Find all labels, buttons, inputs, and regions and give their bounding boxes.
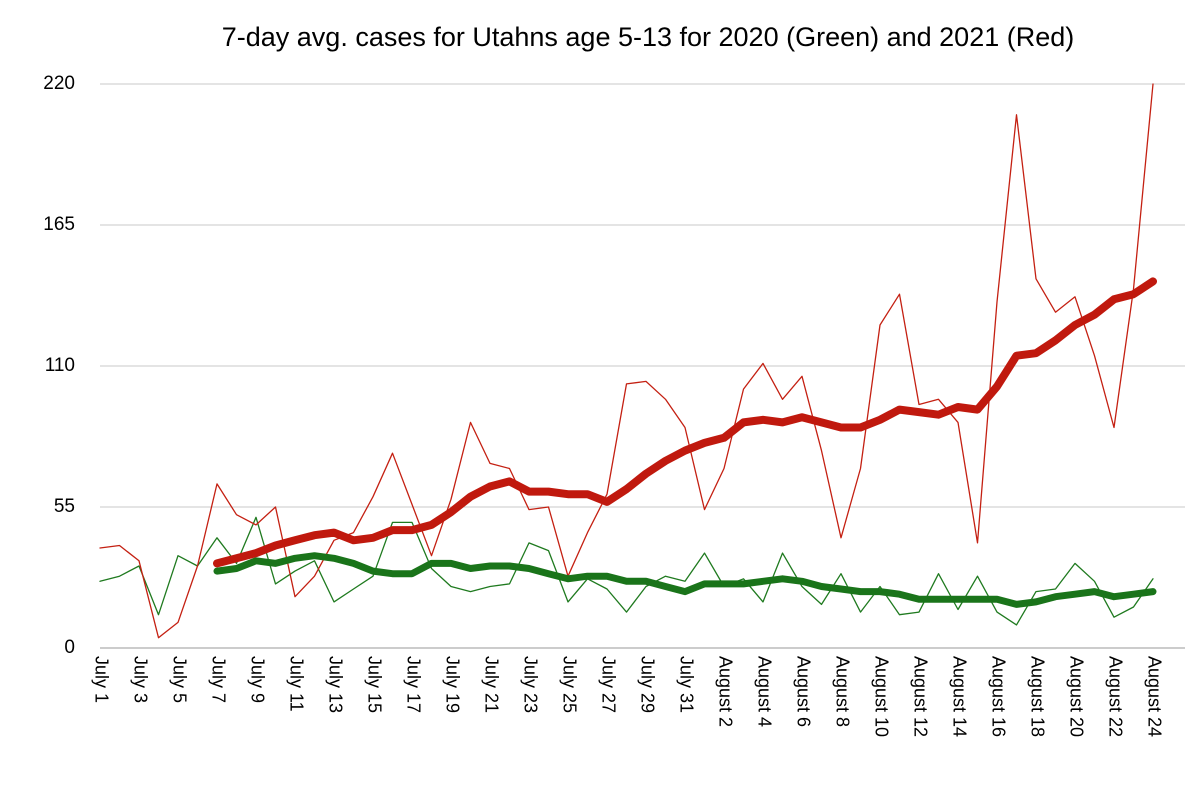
x-tick-label: July 29 — [637, 656, 657, 713]
x-tick-label: July 21 — [481, 656, 501, 713]
x-tick-label: August 20 — [1066, 656, 1086, 737]
y-tick-label: 55 — [54, 496, 75, 517]
x-tick-label: July 31 — [676, 656, 696, 713]
x-tick-label: August 4 — [754, 656, 774, 727]
x-tick-label: August 8 — [832, 656, 852, 727]
series-line — [213, 552, 1157, 608]
y-tick-label: 220 — [43, 73, 75, 94]
x-tick-label: July 23 — [520, 656, 540, 713]
y-tick-label: 110 — [45, 355, 75, 376]
x-tick-label: July 3 — [130, 656, 150, 703]
x-tick-label: July 11 — [286, 656, 306, 712]
x-tick-label: August 14 — [949, 656, 969, 737]
x-tick-label: July 1 — [91, 656, 111, 703]
x-tick-label: July 25 — [559, 656, 579, 713]
x-tick-label: August 24 — [1144, 656, 1164, 737]
x-tick-label: August 18 — [1027, 656, 1047, 737]
x-tick-label: July 15 — [364, 656, 384, 713]
series-line — [99, 83, 1154, 639]
x-tick-label: July 27 — [598, 656, 618, 713]
x-tick-label: July 13 — [325, 656, 345, 713]
x-tick-label: August 10 — [871, 656, 891, 737]
x-tick-label: July 19 — [442, 656, 462, 713]
x-tick-label: August 12 — [910, 656, 930, 737]
chart-title: 7-day avg. cases for Utahns age 5-13 for… — [222, 22, 1075, 52]
x-tick-label: August 22 — [1105, 656, 1125, 737]
x-tick-label: August 6 — [793, 656, 813, 727]
x-tick-label: August 2 — [715, 656, 735, 727]
series-line — [99, 516, 1154, 626]
x-tick-label: July 7 — [208, 656, 228, 703]
x-tick-label: July 17 — [403, 656, 423, 713]
x-tick-label: July 5 — [169, 656, 189, 703]
x-tick-label: July 9 — [247, 656, 267, 703]
y-tick-label: 0 — [64, 637, 75, 658]
x-tick-label: August 16 — [988, 656, 1008, 737]
y-tick-label: 165 — [43, 214, 75, 235]
series-line — [213, 277, 1157, 568]
